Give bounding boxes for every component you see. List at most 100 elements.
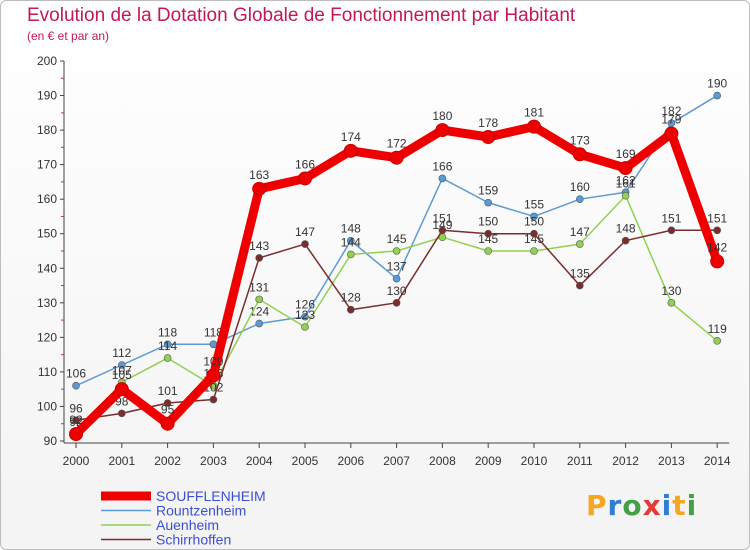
- x-tick-label: 2013: [658, 454, 685, 468]
- data-point: [710, 254, 725, 269]
- data-label: 159: [478, 184, 498, 198]
- data-label: 148: [341, 222, 361, 236]
- y-tick-label: 110: [38, 365, 57, 379]
- logo-letter: r: [607, 489, 623, 522]
- data-point: [389, 150, 404, 165]
- data-point: [206, 368, 221, 383]
- data-label: 145: [387, 232, 407, 246]
- data-label: 169: [616, 147, 636, 161]
- chart-title: Evolution de la Dotation Globale de Fonc…: [27, 5, 576, 26]
- data-label: 147: [295, 225, 315, 239]
- y-tick-label: 100: [37, 399, 57, 413]
- data-point: [438, 226, 447, 235]
- data-point: [346, 305, 355, 314]
- data-point: [114, 382, 129, 397]
- logo-letter: t: [672, 489, 687, 522]
- chart-subtitle: (en € et par an): [27, 29, 110, 43]
- data-point: [69, 427, 83, 442]
- y-tick-label: 160: [37, 192, 57, 206]
- data-label: 118: [204, 325, 223, 339]
- data-point: [118, 361, 126, 369]
- data-label: 109: [203, 354, 223, 368]
- data-point: [301, 240, 309, 248]
- x-tick-label: 2004: [246, 454, 273, 468]
- x-tick-label: 2001: [108, 454, 135, 468]
- data-point: [255, 254, 264, 262]
- y-tick-label: 200: [37, 54, 57, 68]
- data-label: 182: [661, 104, 681, 118]
- data-label: 150: [478, 215, 498, 229]
- data-point: [118, 409, 126, 418]
- data-label: 190: [707, 77, 727, 91]
- x-tick-label: 2011: [567, 454, 593, 468]
- data-point: [484, 198, 493, 207]
- data-point: [209, 395, 218, 404]
- data-point: [255, 295, 264, 304]
- logo-letter: P: [586, 489, 608, 522]
- legend-label: Rountzenheim: [156, 503, 246, 519]
- data-label: 126: [295, 298, 315, 312]
- data-point: [484, 247, 493, 255]
- data-label: 181: [524, 106, 544, 120]
- data-label: 112: [112, 346, 131, 360]
- data-label: 166: [432, 159, 452, 173]
- data-label: 180: [432, 109, 452, 123]
- data-label: 142: [707, 240, 727, 254]
- y-tick-label: 90: [44, 434, 58, 448]
- data-point: [438, 174, 447, 183]
- data-point: [72, 416, 80, 425]
- data-point: [713, 226, 722, 235]
- data-label: 178: [478, 116, 498, 130]
- data-point: [163, 399, 172, 407]
- data-label: 161: [616, 177, 636, 191]
- data-label: 151: [432, 211, 452, 225]
- data-point: [392, 299, 401, 307]
- data-point: [392, 247, 401, 255]
- x-tick-label: 2002: [154, 454, 181, 468]
- proxiti-logo: Proxiti: [586, 489, 697, 522]
- x-tick-label: 2000: [63, 454, 90, 468]
- data-point: [664, 126, 679, 141]
- data-label: 160: [570, 180, 590, 194]
- data-label: 151: [707, 211, 727, 225]
- data-label: 106: [66, 367, 86, 381]
- data-label: 166: [295, 157, 315, 171]
- data-point: [575, 240, 584, 248]
- data-label: 150: [524, 215, 544, 229]
- data-point: [163, 354, 172, 362]
- data-label: 130: [387, 284, 407, 298]
- data-point: [160, 416, 175, 431]
- data-point: [484, 229, 493, 238]
- logo-letter: x: [642, 489, 662, 522]
- data-point: [713, 337, 722, 345]
- data-point: [618, 161, 633, 176]
- y-tick-label: 150: [37, 227, 57, 241]
- data-label: 163: [249, 168, 269, 182]
- data-point: [481, 130, 496, 144]
- data-label: 101: [158, 384, 178, 398]
- logo-letter: i: [661, 489, 673, 522]
- x-tick-label: 2007: [383, 454, 410, 468]
- data-label: 95: [161, 403, 175, 417]
- data-point: [298, 171, 312, 186]
- data-point: [252, 181, 267, 196]
- data-label: 123: [295, 308, 315, 322]
- data-label: 131: [249, 280, 269, 294]
- data-label: 149: [432, 218, 452, 232]
- data-label: 105: [112, 368, 132, 382]
- y-tick-label: 140: [37, 261, 57, 275]
- data-label: 173: [570, 133, 590, 147]
- data-label: 107: [112, 363, 132, 377]
- x-tick-label: 2010: [521, 454, 548, 468]
- data-label: 155: [524, 197, 544, 211]
- y-tick-label: 190: [37, 89, 57, 103]
- y-tick-label: 130: [37, 296, 57, 310]
- data-label: 145: [478, 232, 498, 246]
- data-point: [530, 247, 538, 255]
- data-point: [621, 191, 630, 200]
- data-label: 179: [661, 113, 681, 127]
- data-label: 96: [69, 401, 83, 415]
- data-point: [392, 274, 401, 283]
